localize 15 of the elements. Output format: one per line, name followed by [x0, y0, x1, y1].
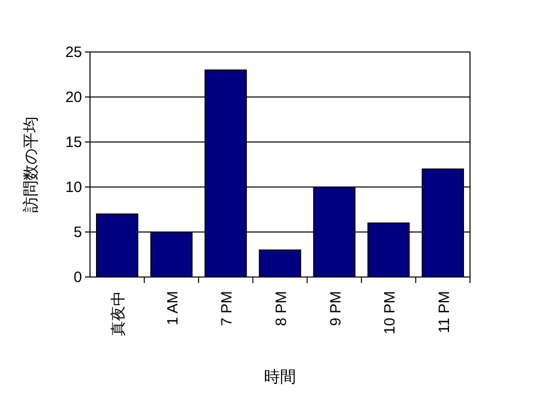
- x-tick-label: 10 PM: [382, 291, 399, 334]
- y-tick-label: 0: [74, 269, 82, 286]
- x-tick-label: 真夜中: [110, 291, 128, 336]
- x-tick-label: 7 PM: [218, 291, 236, 326]
- y-tick-label: 5: [74, 224, 82, 241]
- y-axis-title: 訪問数の平均: [22, 116, 40, 212]
- x-tick-label: 8 PM: [273, 291, 290, 326]
- y-tick-label: 10: [65, 179, 82, 196]
- x-tick-label: 9 PM: [327, 291, 344, 326]
- x-axis-title: 時間: [264, 368, 296, 386]
- x-tick-label: 11 PM: [436, 291, 453, 334]
- x-tick-label: 1 AM: [164, 291, 182, 326]
- y-tick-label: 15: [65, 134, 82, 151]
- y-tick-label: 20: [65, 89, 82, 106]
- y-tick-label: 25: [65, 44, 82, 61]
